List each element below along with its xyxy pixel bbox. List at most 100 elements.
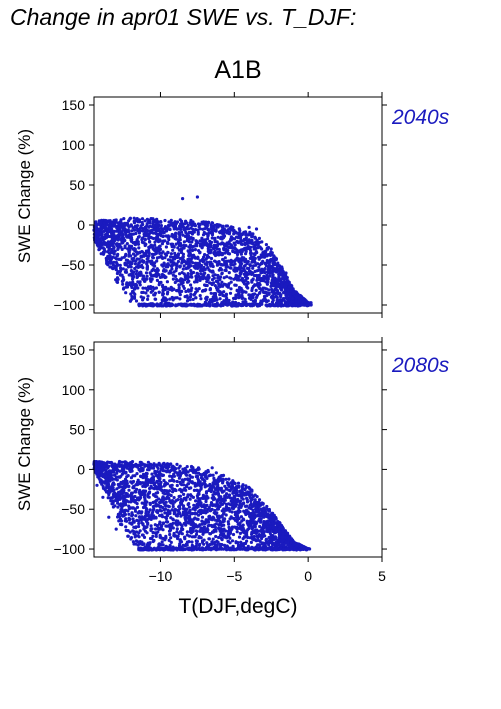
scatter-point [243, 246, 247, 250]
scatter-point [274, 294, 278, 298]
scatter-point [143, 219, 147, 223]
scatter-point [184, 266, 188, 271]
scatter-point [161, 228, 165, 232]
scatter-point [132, 247, 136, 251]
scatter-point [127, 249, 131, 253]
scatter-point [226, 245, 230, 249]
scatter-point [256, 268, 261, 272]
scatter-point [212, 226, 216, 230]
scatter-point [135, 275, 139, 280]
scatter-point [169, 536, 173, 540]
scatter-point [240, 256, 244, 260]
scatter-point [103, 481, 107, 485]
scatter-point [174, 231, 178, 235]
y-tick-label: −100 [53, 297, 85, 313]
scatter-point [229, 287, 233, 291]
scatter-point [117, 519, 121, 523]
scatter-point [106, 254, 110, 258]
scatter-point [133, 474, 137, 478]
scatter-point [253, 253, 257, 257]
scatter-point [213, 249, 217, 253]
scatter-outlier [254, 227, 259, 231]
scatter-point [183, 477, 187, 481]
scatter-point [242, 264, 246, 268]
scatter-point [194, 529, 198, 533]
scatter-point [248, 246, 252, 250]
scatter-point [113, 236, 117, 240]
scatter-point [128, 469, 132, 473]
y-tick-label: −50 [61, 257, 85, 273]
scatter-point [155, 509, 159, 513]
scatter-point [243, 230, 248, 234]
scatter-point [232, 230, 236, 234]
scatter-point [268, 304, 272, 308]
scatter-point [130, 295, 134, 299]
scatter-point [155, 267, 159, 271]
scatter-point [145, 217, 149, 221]
scatter-point [94, 220, 98, 224]
scatter-point [271, 276, 275, 280]
scatter-point [133, 490, 137, 494]
scatter-point [160, 540, 164, 544]
scatter-point [127, 488, 131, 492]
scatter-point [154, 286, 158, 290]
scatter-point [260, 542, 264, 546]
scatter-point [201, 288, 205, 293]
scatter-point [178, 256, 182, 261]
scatter-point [138, 273, 142, 277]
scatter-point [135, 472, 139, 476]
scatter-point [299, 294, 303, 298]
scatter-point [155, 278, 159, 282]
scatter-point [166, 240, 170, 245]
scatter-point [136, 242, 141, 246]
scatter-point [110, 229, 114, 233]
scatter-point [174, 269, 178, 273]
scatter-point [158, 508, 162, 512]
scatter-point [282, 280, 286, 284]
scatter-point [251, 295, 255, 300]
scatter-point [267, 288, 271, 292]
scatter-point [166, 287, 170, 291]
scatter-point [229, 228, 233, 232]
scatter-point [173, 257, 177, 261]
scatter-point [186, 288, 191, 292]
scatter-point [171, 517, 175, 521]
scatter-point [219, 229, 223, 234]
scatter-point [135, 269, 139, 273]
scatter-point [129, 223, 133, 227]
scatter-point [257, 291, 262, 295]
scatter-point [192, 244, 196, 248]
scatter-point [174, 242, 178, 246]
scatter-point [128, 263, 132, 267]
y-tick-label: 100 [62, 137, 86, 153]
scatter-point [198, 294, 202, 298]
scatter-point [179, 282, 184, 286]
scatter-point [213, 223, 217, 227]
scatter-point [140, 240, 144, 244]
scatter-point [167, 238, 171, 242]
scatter-point [272, 282, 276, 286]
scatter-point [138, 270, 143, 274]
scatter-point [184, 304, 189, 308]
scatter-point [245, 539, 249, 543]
scatter-point [235, 269, 239, 273]
scatter-point [121, 282, 125, 286]
scatter-point [178, 218, 182, 222]
scatter-point [149, 466, 153, 470]
scatter-point [239, 259, 243, 263]
scatter-point [265, 293, 269, 298]
scatter-point [181, 233, 185, 237]
scatter-point [107, 464, 111, 468]
scatter-point [183, 295, 187, 299]
scatter-point [191, 297, 195, 301]
scatter-point [146, 494, 150, 499]
scatter-point [262, 286, 267, 290]
scatter-point [142, 234, 147, 238]
scatter-point [128, 283, 132, 287]
scatter-point [190, 540, 194, 544]
scatter-point [99, 252, 103, 256]
scatter-point [149, 217, 153, 221]
scatter-point [194, 239, 198, 243]
scatter-point [218, 297, 222, 301]
scatter-point [253, 269, 257, 273]
